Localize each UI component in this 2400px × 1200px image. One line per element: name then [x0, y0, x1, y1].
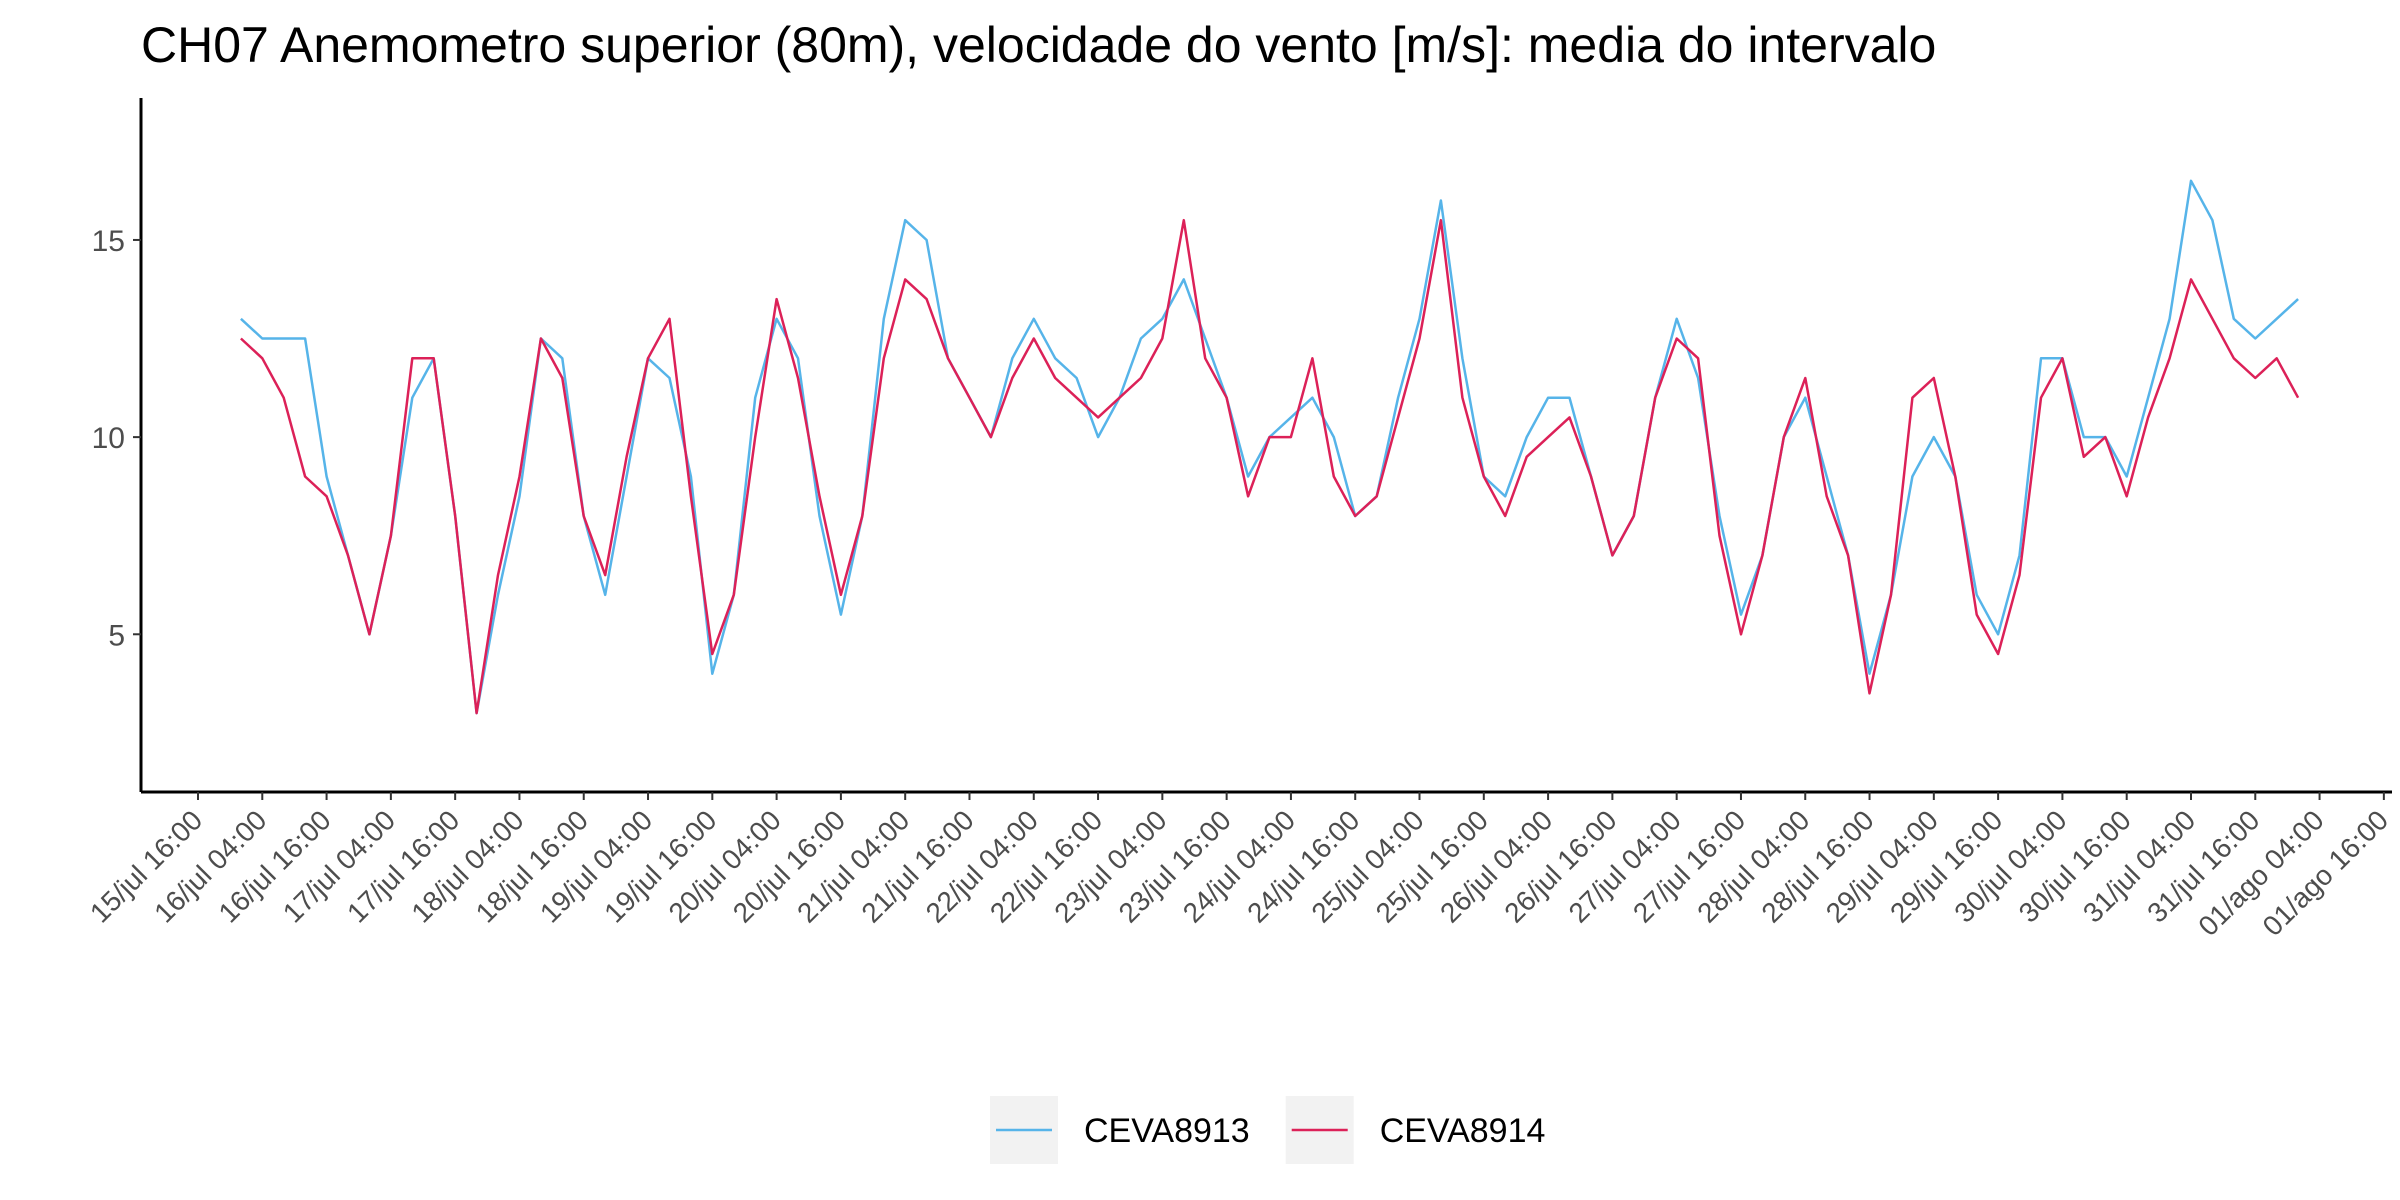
series-line: [240, 218, 2300, 715]
y-tick-label: 5: [108, 619, 125, 652]
y-tick-label: 10: [92, 422, 125, 455]
y-tick-label: 15: [92, 225, 125, 258]
chart-title: CH07 Anemometro superior (80m), velocida…: [141, 17, 1936, 73]
legend-label: CEVA8914: [1380, 1112, 1546, 1150]
legend-label: CEVA8913: [1084, 1112, 1250, 1150]
